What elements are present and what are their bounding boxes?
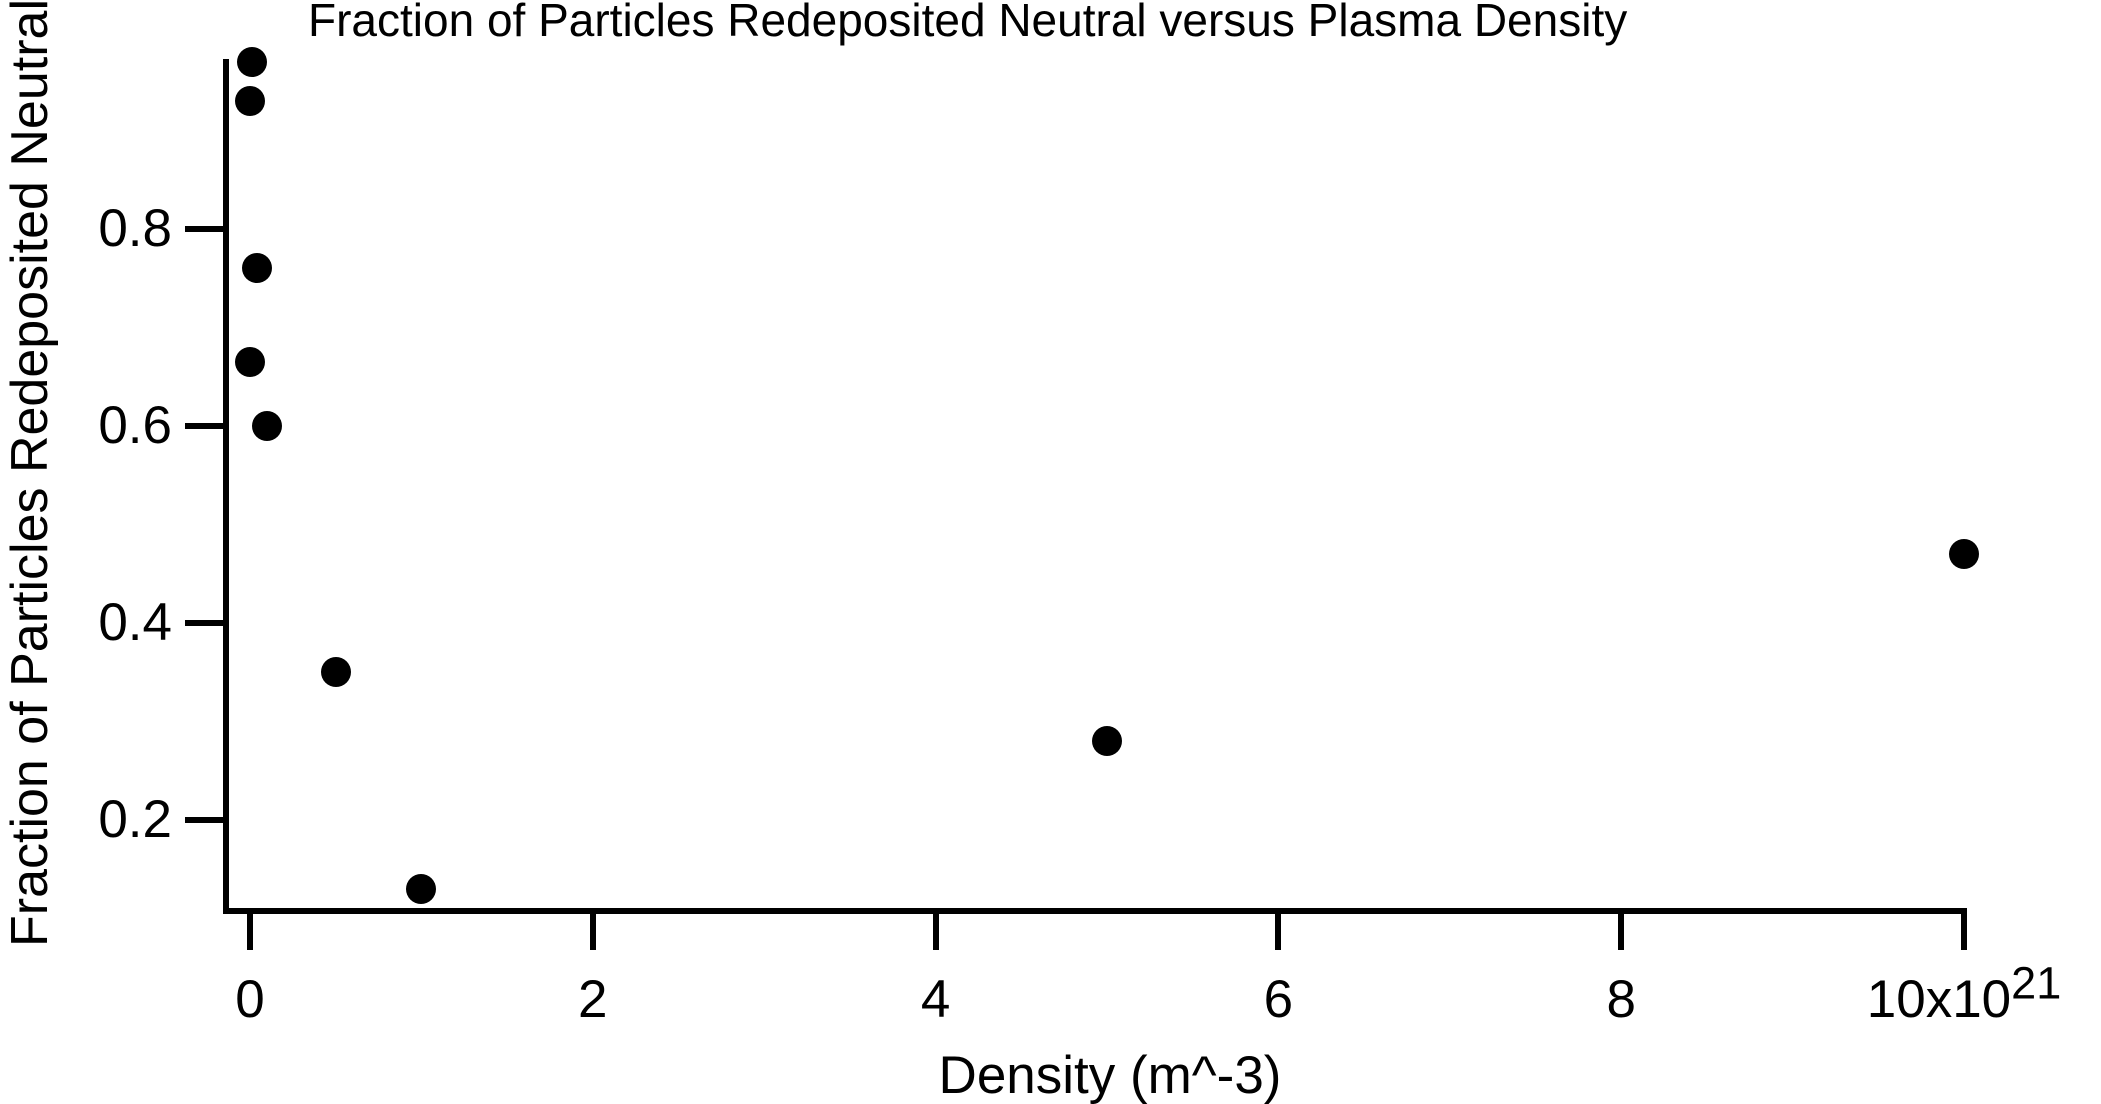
x-tick-mark <box>1618 914 1625 950</box>
y-tick-mark <box>185 817 224 823</box>
y-axis-label: Fraction of Particles Redeposited Neutra… <box>1 0 59 947</box>
data-point <box>236 46 267 77</box>
data-point <box>235 346 265 377</box>
x-tick-label: 2 <box>578 970 608 1029</box>
x-tick-label: 0 <box>235 970 265 1029</box>
x-tick-label: 8 <box>1606 970 1636 1029</box>
y-axis-line <box>223 59 229 914</box>
x-axis-line <box>223 908 1967 914</box>
x-tick-mark <box>247 914 253 950</box>
exponent: 21 <box>2011 957 2062 1009</box>
data-point <box>1092 726 1122 757</box>
x-tick-mark <box>932 914 939 950</box>
y-tick-mark <box>185 423 224 429</box>
data-point <box>320 657 351 688</box>
data-point <box>252 411 283 441</box>
x-tick-label: 4 <box>920 970 951 1029</box>
y-tick-label: 0.8 <box>98 199 172 258</box>
x-tick-label: 6 <box>1263 970 1294 1029</box>
x-tick-mark <box>1275 914 1282 950</box>
data-point <box>241 253 272 284</box>
chart-title: Fraction of Particles Redeposited Neutra… <box>308 0 1628 46</box>
data-point <box>1949 539 1979 570</box>
data-point <box>406 873 437 904</box>
y-tick-label: 0.2 <box>98 790 172 849</box>
y-tick-mark <box>185 226 224 232</box>
x-tick-mark <box>1961 914 1967 950</box>
y-tick-label: 0.4 <box>98 593 172 652</box>
y-tick-label: 0.6 <box>98 396 172 455</box>
data-point <box>235 85 265 116</box>
x-tick-mark <box>589 914 596 950</box>
x-axis-label: Density (m^-3) <box>938 1046 1282 1104</box>
y-tick-mark <box>185 620 224 626</box>
x-tick-label: 10x1021 <box>1866 957 2062 1029</box>
